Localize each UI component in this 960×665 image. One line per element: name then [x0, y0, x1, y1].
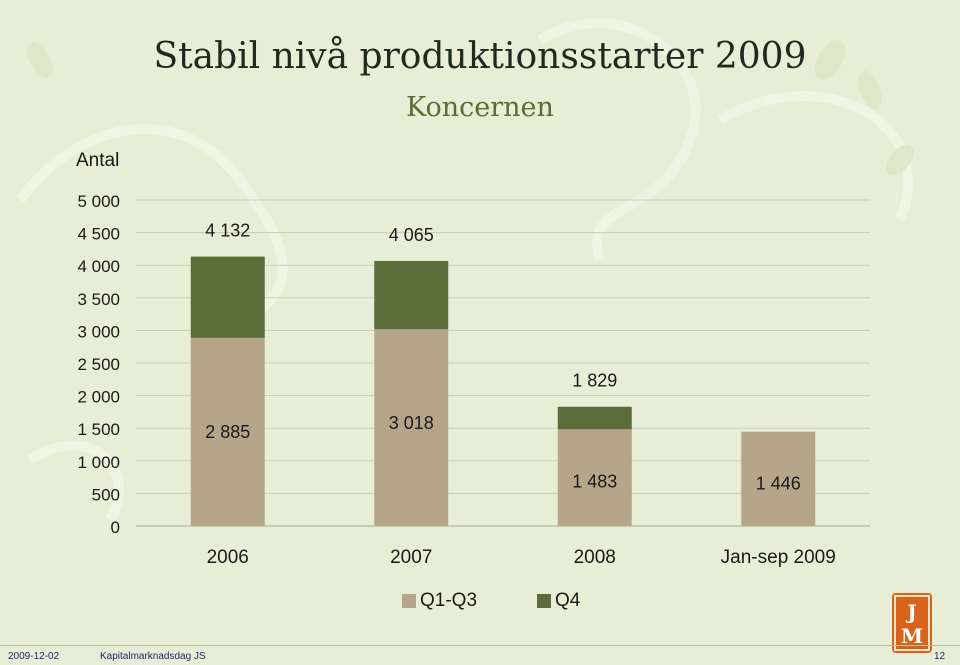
y-tick-label: 5 000	[77, 192, 120, 211]
x-tick-label: 2006	[207, 547, 249, 568]
x-tick-label: 2008	[574, 547, 616, 568]
data-label-q1q3: 3 018	[389, 413, 434, 433]
data-label-q1q3: 1 483	[572, 471, 617, 491]
y-tick-label: 4 000	[77, 257, 120, 276]
data-label-total: 4 132	[205, 221, 250, 241]
bar-q1q3	[190, 337, 265, 526]
y-tick-label: 2 000	[77, 388, 120, 407]
svg-text:M: M	[901, 624, 923, 648]
bar-q4	[190, 256, 265, 338]
legend-label-q4: Q4	[555, 590, 581, 611]
data-label-total: 1 829	[572, 371, 617, 391]
y-tick-label: 3 000	[77, 322, 120, 341]
bar-q1q3	[557, 429, 632, 526]
y-tick-label: 3 500	[77, 290, 120, 309]
footer-event: Kapitalmarknadsdag JS	[100, 651, 206, 662]
bar-q4	[557, 406, 632, 430]
y-axis-label: Antal	[76, 150, 120, 171]
x-tick-label: 2007	[390, 547, 432, 568]
y-tick-label: 500	[92, 485, 120, 504]
y-tick-label: 0	[111, 518, 120, 537]
y-tick-label: 1 000	[77, 453, 120, 472]
y-tick-label: 2 500	[77, 355, 120, 374]
legend-swatch-q1q3	[402, 594, 416, 608]
chart-subtitle: Koncernen	[406, 92, 554, 123]
footer: 2009-12-02 Kapitalmarknadsdag JS 12	[0, 645, 960, 665]
legend: Q1-Q3 Q4	[402, 590, 580, 612]
x-tick-label: Jan-sep 2009	[721, 547, 836, 568]
legend-item-q4: Q4	[537, 590, 580, 612]
bar-q4	[374, 260, 449, 330]
bar-q1q3	[741, 431, 816, 526]
jm-logo: J M	[892, 593, 932, 653]
data-label-q1q3: 2 885	[205, 422, 250, 442]
bar-q1q3	[374, 329, 449, 526]
data-label-total: 4 065	[389, 225, 434, 245]
footer-date: 2009-12-02	[8, 651, 60, 662]
chart-title: Stabil nivå produktionsstarter 2009	[153, 36, 807, 77]
y-tick-label: 4 500	[77, 225, 120, 244]
data-label-q1q3: 1 446	[756, 474, 801, 494]
svg-text:J: J	[905, 600, 916, 624]
y-tick-label: 1 500	[77, 420, 120, 439]
legend-item-q1q3: Q1-Q3	[402, 590, 477, 612]
legend-label-q1q3: Q1-Q3	[420, 590, 478, 611]
footer-page-number: 12	[934, 651, 946, 662]
legend-swatch-q4	[537, 594, 552, 608]
